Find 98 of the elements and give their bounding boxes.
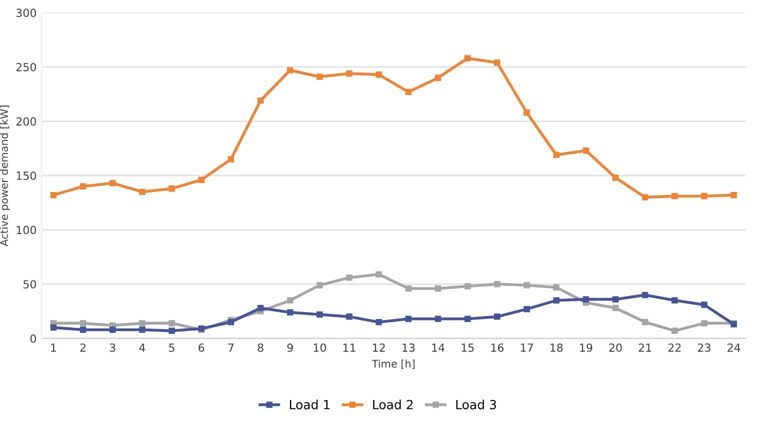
x-tick-label: 1 <box>51 344 56 352</box>
point <box>524 306 530 312</box>
point <box>110 180 116 186</box>
x-tick-label: 13 <box>402 343 415 352</box>
x-tick-label: 12 <box>373 343 385 352</box>
x-tick-label: 14 <box>432 344 444 352</box>
point <box>494 60 500 66</box>
legend-label: Load 1 <box>290 400 330 410</box>
point <box>612 296 619 302</box>
point <box>553 152 560 158</box>
point <box>553 284 560 290</box>
x-tick-label: 23 <box>698 343 710 352</box>
point <box>139 320 146 326</box>
point <box>672 297 678 304</box>
point <box>198 176 204 184</box>
point <box>434 285 442 292</box>
point <box>701 193 708 200</box>
point <box>286 297 294 304</box>
point <box>316 311 323 318</box>
y-tick-label: 250 <box>16 62 36 72</box>
point <box>139 326 146 333</box>
x-tick-label: 19 <box>580 343 592 352</box>
point <box>612 174 619 181</box>
point <box>50 192 57 198</box>
point <box>139 188 146 195</box>
point <box>464 283 471 290</box>
x-tick-label: 11 <box>343 344 356 352</box>
point <box>316 282 323 288</box>
x-tick-label: 6 <box>198 343 204 352</box>
point <box>50 324 57 331</box>
point <box>642 194 648 200</box>
point <box>228 156 234 162</box>
point <box>346 314 352 320</box>
point <box>494 314 500 320</box>
y-axis-title: Active power demand [kW] <box>0 106 10 246</box>
y-tick-label: 150 <box>16 172 36 180</box>
x-tick-label: 8 <box>258 343 264 352</box>
point <box>376 271 382 278</box>
point <box>672 328 678 334</box>
x-tick-label: 16 <box>491 343 504 352</box>
point <box>80 326 86 333</box>
legend-label: Load 2 <box>373 400 413 410</box>
x-tick-label: 4 <box>139 344 146 352</box>
point <box>730 192 737 198</box>
point <box>346 274 352 281</box>
point <box>316 74 323 80</box>
point <box>405 285 412 292</box>
point <box>553 297 560 304</box>
y-tick-label: 100 <box>16 226 36 234</box>
x-tick-label: 5 <box>169 344 174 352</box>
point <box>257 304 264 312</box>
x-tick-label: 7 <box>228 344 234 352</box>
point <box>80 320 86 326</box>
x-tick-label: 3 <box>110 343 116 352</box>
point <box>346 70 352 77</box>
point <box>110 326 116 333</box>
point <box>80 183 86 190</box>
point <box>286 309 294 316</box>
point <box>286 67 294 74</box>
x-tick-label: 22 <box>668 343 681 352</box>
point <box>464 316 471 322</box>
x-axis-title: Time [h] <box>372 360 415 369</box>
point <box>405 316 412 322</box>
point <box>642 292 648 298</box>
x-tick-label: 2 <box>80 343 86 352</box>
x-tick-label: 9 <box>287 343 293 352</box>
point <box>434 316 442 322</box>
x-tick-label: 17 <box>520 344 533 352</box>
x-tick-label: 18 <box>550 343 563 352</box>
point <box>612 304 619 312</box>
x-tick-label: 20 <box>609 343 622 352</box>
y-tick-label: 0 <box>30 334 36 343</box>
point <box>405 88 412 96</box>
point <box>582 147 590 154</box>
point <box>524 109 530 116</box>
point <box>434 74 442 81</box>
legend-label: Load 3 <box>456 400 496 410</box>
point <box>168 328 175 334</box>
point <box>168 185 175 192</box>
point <box>701 302 708 308</box>
point <box>376 318 382 326</box>
y-tick-label: 200 <box>16 117 36 126</box>
point <box>257 98 264 104</box>
point <box>524 282 530 288</box>
point <box>701 320 708 326</box>
x-tick-label: 10 <box>314 343 326 352</box>
x-tick-label: 21 <box>638 343 652 352</box>
x-tick-label: 24 <box>728 343 740 352</box>
point <box>494 280 500 288</box>
point <box>376 71 382 78</box>
point <box>582 296 590 302</box>
y-tick-label: 50 <box>23 280 36 288</box>
point <box>464 55 471 62</box>
point <box>642 318 648 326</box>
point <box>672 193 678 200</box>
point <box>168 320 175 326</box>
y-tick-label: 300 <box>16 8 36 18</box>
x-tick-label: 15 <box>462 344 474 352</box>
